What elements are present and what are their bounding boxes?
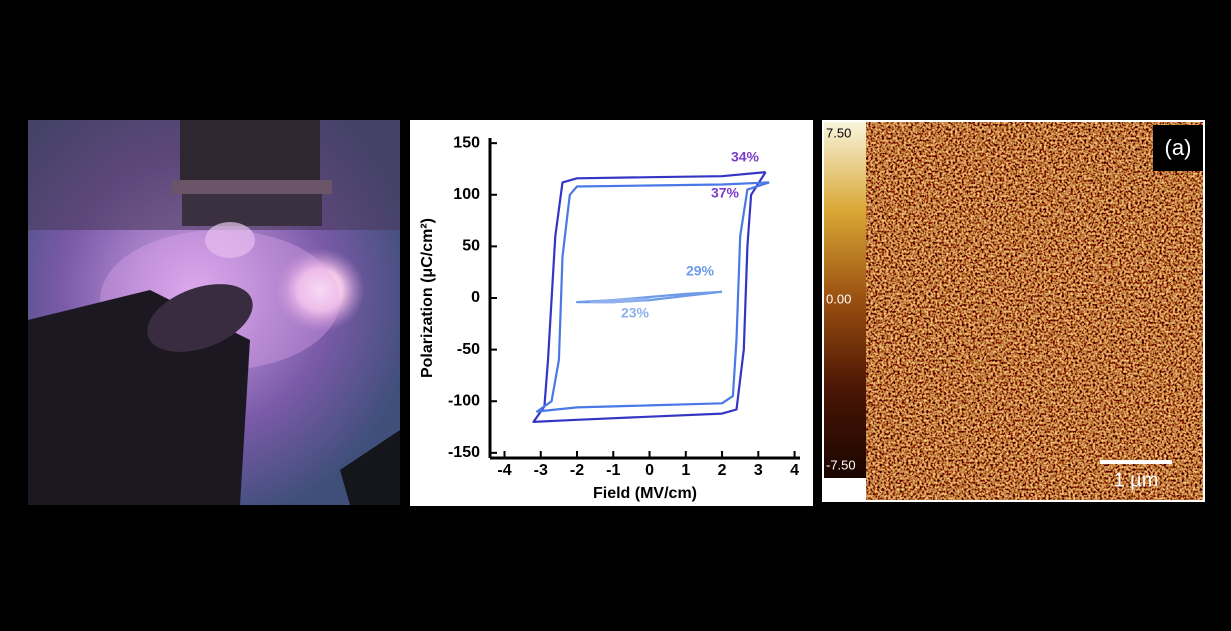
y-tick-label: -50: [457, 341, 480, 358]
series-label: 37%: [711, 185, 740, 201]
y-tick-label: 100: [453, 186, 480, 203]
series-label: 23%: [621, 305, 650, 321]
x-tick-label: 4: [790, 462, 799, 479]
scale-bar-label: 1 µm: [1114, 469, 1159, 491]
photo: [28, 120, 400, 505]
afm-image: [866, 122, 1203, 500]
x-tick-label: 3: [754, 462, 763, 479]
y-tick-label: 0: [471, 289, 480, 306]
x-tick-label: -3: [534, 462, 548, 479]
photo-holder: [182, 194, 322, 226]
panel-label: (a): [1165, 135, 1192, 160]
photo-flange: [180, 120, 320, 190]
series-label: 34%: [731, 149, 760, 165]
photo-ring: [172, 180, 332, 194]
figure: -150 -100 -50 0 50 100 150 -4 -3 -2 -1 0 1 2 3 4 Field (…: [0, 0, 1231, 631]
y-tick-label: -150: [448, 444, 480, 461]
x-axis-title: Field (MV/cm): [593, 485, 697, 502]
y-tick-label: -100: [448, 392, 480, 409]
y-tick-label: 150: [453, 134, 480, 151]
colorbar-label: 7.50: [826, 125, 851, 140]
colorbar-label: 0.00: [826, 291, 851, 306]
y-tick-label: 50: [462, 238, 480, 255]
x-tick-label: 1: [681, 462, 690, 479]
colorbar-label: -7.50: [826, 457, 856, 472]
y-axis-title: Polarization (μC/cm²): [419, 218, 436, 378]
x-tick-label: -2: [570, 462, 584, 479]
x-tick-label: 0: [645, 462, 654, 479]
series-label: 29%: [686, 263, 715, 279]
x-tick-label: 2: [718, 462, 727, 479]
page: {"chart_data": {"type": "line", "xlabel"…: [0, 0, 1231, 631]
x-tick-label: -1: [606, 462, 620, 479]
x-tick-label: -4: [497, 462, 511, 479]
